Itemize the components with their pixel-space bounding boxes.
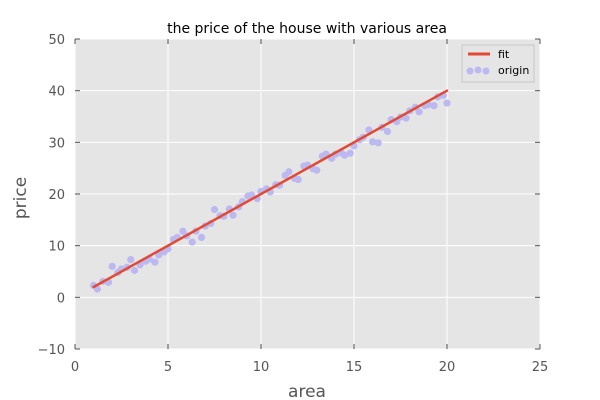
origin-point [188,238,196,246]
legend-origin-swatch-dot-3 [482,67,490,75]
origin-point [346,149,354,157]
origin-point [197,233,206,241]
y-axis-label: price [11,177,31,219]
origin-point [229,211,237,219]
chart-title: the price of the house with various area [167,21,447,37]
x-tick-label: 0 [71,360,79,375]
origin-point [285,168,293,176]
origin-point [130,266,139,275]
legend-origin-swatch-dot-2 [474,66,482,74]
x-tick-label: 25 [532,360,549,375]
x-axis-label: area [288,382,326,400]
origin-point [415,108,423,116]
origin-point [108,262,116,270]
legend-box [461,44,535,83]
origin-point [374,139,382,147]
legend-fit-label: fit [498,48,510,61]
origin-point [369,138,377,146]
y-tick-label: 10 [48,240,65,255]
origin-point [383,127,392,136]
origin-point [430,102,438,110]
y-tick-label: 40 [48,85,65,100]
y-tick-label: 50 [48,33,65,48]
origin-point [402,114,410,122]
axis-ticks: 0 5 10 15 20 25 −10 0 10 20 30 40 50 [38,33,549,375]
origin-point [127,256,135,264]
origin-point [294,175,302,184]
x-tick-label: 10 [253,360,270,375]
fit-line-layer [92,89,449,289]
legend: fit origin [461,44,535,83]
origin-point [210,205,219,214]
x-tick-label: 15 [346,360,363,375]
y-tick-label: 30 [48,136,65,151]
x-tick-label: 5 [164,360,172,375]
origin-point [341,151,349,159]
legend-origin-swatch-dot-1 [466,67,474,75]
y-tick-label: 20 [48,188,65,203]
y-tick-label: −10 [38,343,65,358]
y-tick-label: 0 [57,291,65,306]
origin-point [151,258,159,266]
x-tick-label: 20 [439,360,456,375]
fit-line [92,89,449,289]
origin-point [443,99,451,107]
origin-point [313,166,321,174]
legend-origin-label: origin [498,64,529,77]
